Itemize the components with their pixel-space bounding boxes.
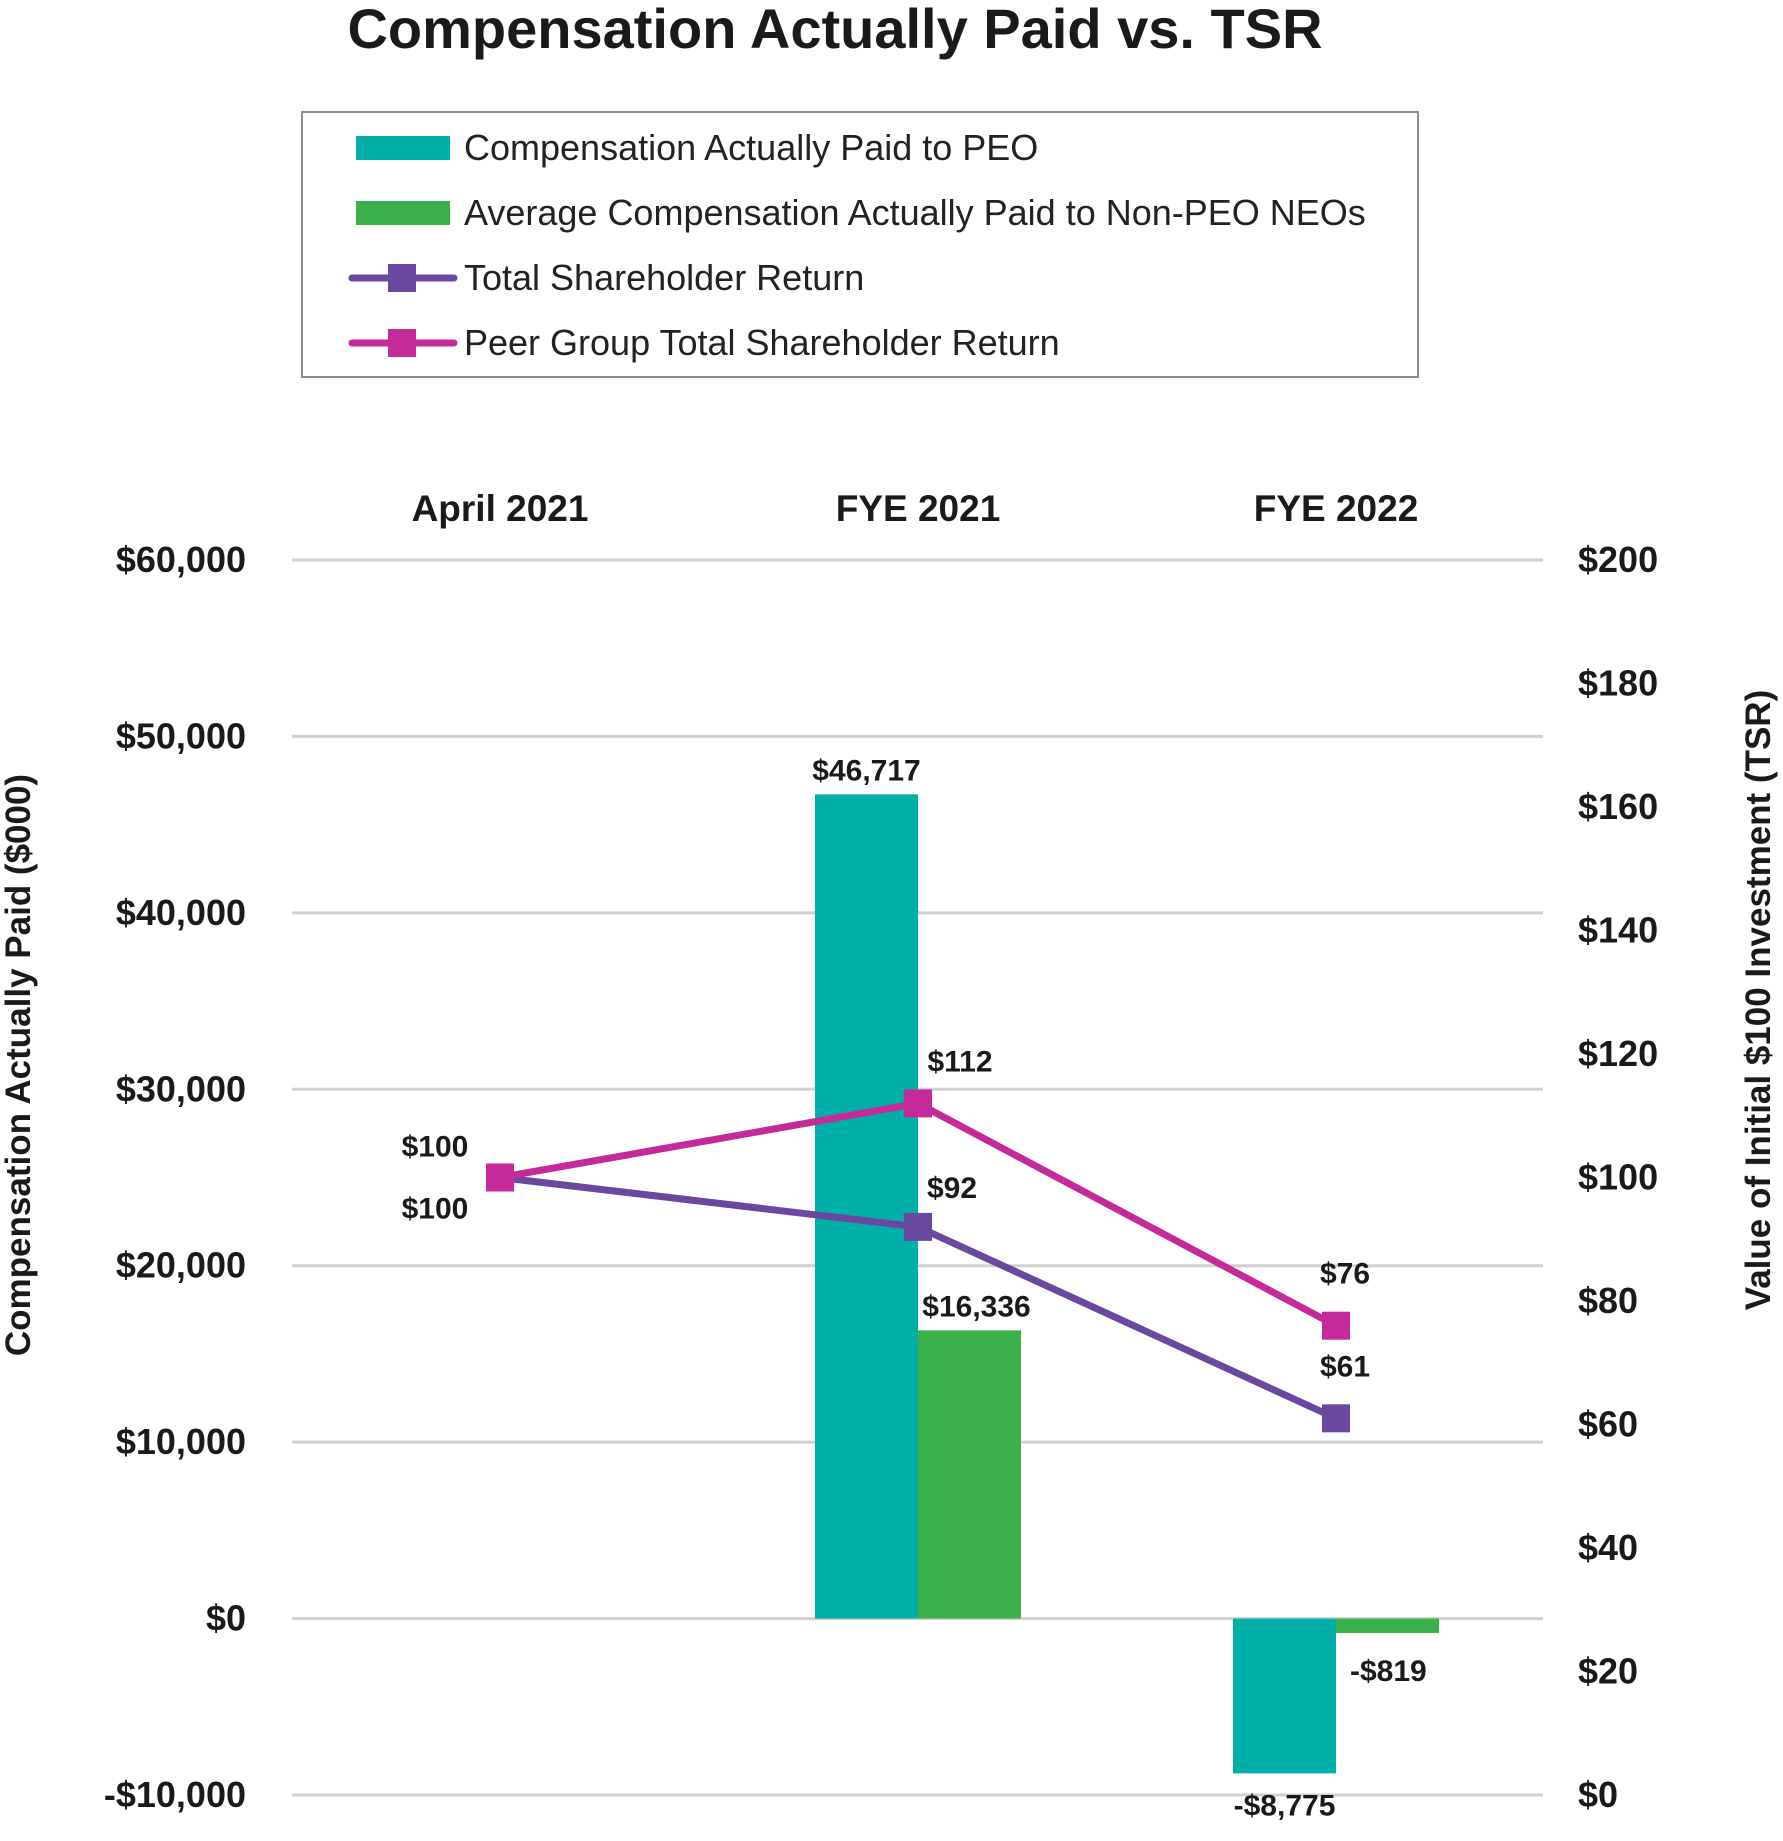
right-tick-label: $20 xyxy=(1578,1651,1638,1692)
legend-label: Compensation Actually Paid to PEO xyxy=(464,127,1038,168)
bar xyxy=(815,794,918,1619)
bar-data-label: -$819 xyxy=(1350,1655,1427,1688)
right-tick-label: $160 xyxy=(1578,786,1658,827)
category-label: FYE 2022 xyxy=(1254,488,1419,529)
legend-item: Peer Group Total Shareholder Return xyxy=(348,322,1060,363)
line-marker xyxy=(1322,1404,1350,1433)
bar xyxy=(1336,1618,1439,1634)
legend-item: Total Shareholder Return xyxy=(348,257,864,298)
line-marker xyxy=(904,1212,932,1241)
legend-label: Average Compensation Actually Paid to No… xyxy=(464,192,1366,233)
line-data-label: $112 xyxy=(927,1045,992,1078)
data-labels: $46,717 -$8,775 $16,336 -$819 $100 $100 $112 $9… xyxy=(402,754,1427,1822)
left-tick-label: $40,000 xyxy=(116,892,246,933)
right-axis-ticks: $0 $20 $40 $60 $80 $100 $120 $140 $160 $180 $200 xyxy=(1578,539,1658,1815)
line-data-label: $100 xyxy=(402,1193,469,1226)
legend-label: Total Shareholder Return xyxy=(464,257,864,298)
bar xyxy=(1233,1618,1336,1774)
bar-data-label: $16,336 xyxy=(922,1290,1030,1323)
line-data-label: $76 xyxy=(1320,1258,1370,1291)
bar-data-label: -$8,775 xyxy=(1234,1789,1336,1822)
category-label: FYE 2021 xyxy=(836,488,1001,529)
legend-marker xyxy=(388,264,416,292)
legend-item: Average Compensation Actually Paid to No… xyxy=(356,192,1366,233)
right-tick-label: $140 xyxy=(1578,910,1658,951)
line-data-label: $61 xyxy=(1320,1350,1370,1383)
legend-swatch xyxy=(356,201,450,225)
line-marker xyxy=(1322,1311,1350,1340)
right-tick-label: $100 xyxy=(1578,1157,1658,1198)
bars xyxy=(815,794,1439,1774)
right-tick-label: $60 xyxy=(1578,1404,1638,1445)
lines xyxy=(486,1089,1350,1433)
category-label: April 2021 xyxy=(412,488,589,529)
right-tick-label: $180 xyxy=(1578,663,1658,704)
legend-item: Compensation Actually Paid to PEO xyxy=(356,127,1038,168)
legend-label: Peer Group Total Shareholder Return xyxy=(464,322,1060,363)
left-tick-label: $30,000 xyxy=(116,1068,246,1109)
left-tick-label: $0 xyxy=(206,1598,246,1639)
line-marker xyxy=(486,1163,514,1192)
bar-data-label: $46,717 xyxy=(812,754,920,787)
right-tick-label: $40 xyxy=(1578,1527,1638,1568)
category-labels: April 2021 FYE 2021 FYE 2022 xyxy=(412,488,1419,529)
left-axis-ticks: -$10,000 $0 $10,000 $20,000 $30,000 $40,000 $5… xyxy=(104,539,246,1815)
line-data-label: $100 xyxy=(402,1131,469,1164)
legend-swatch xyxy=(356,136,450,160)
left-tick-label: $50,000 xyxy=(116,715,246,756)
line-marker xyxy=(904,1089,932,1118)
right-tick-label: $0 xyxy=(1578,1774,1618,1815)
right-tick-label: $80 xyxy=(1578,1280,1638,1321)
left-tick-label: -$10,000 xyxy=(104,1774,246,1815)
legend-marker xyxy=(388,329,416,357)
right-axis-title: Value of Initial $100 Investment (TSR) xyxy=(1739,690,1778,1310)
left-tick-label: $60,000 xyxy=(116,539,246,580)
legend-box xyxy=(301,111,1419,378)
chart-title: Compensation Actually Paid vs. TSR xyxy=(347,0,1322,60)
right-tick-label: $200 xyxy=(1578,539,1658,580)
left-tick-label: $20,000 xyxy=(116,1245,246,1286)
left-axis-title: Compensation Actually Paid ($000) xyxy=(0,774,38,1356)
right-tick-label: $120 xyxy=(1578,1033,1658,1074)
bar xyxy=(918,1330,1021,1619)
line-data-label: $92 xyxy=(927,1172,977,1205)
legend: Compensation Actually Paid to PEO Average… xyxy=(301,111,1419,378)
left-tick-label: $10,000 xyxy=(116,1421,246,1462)
